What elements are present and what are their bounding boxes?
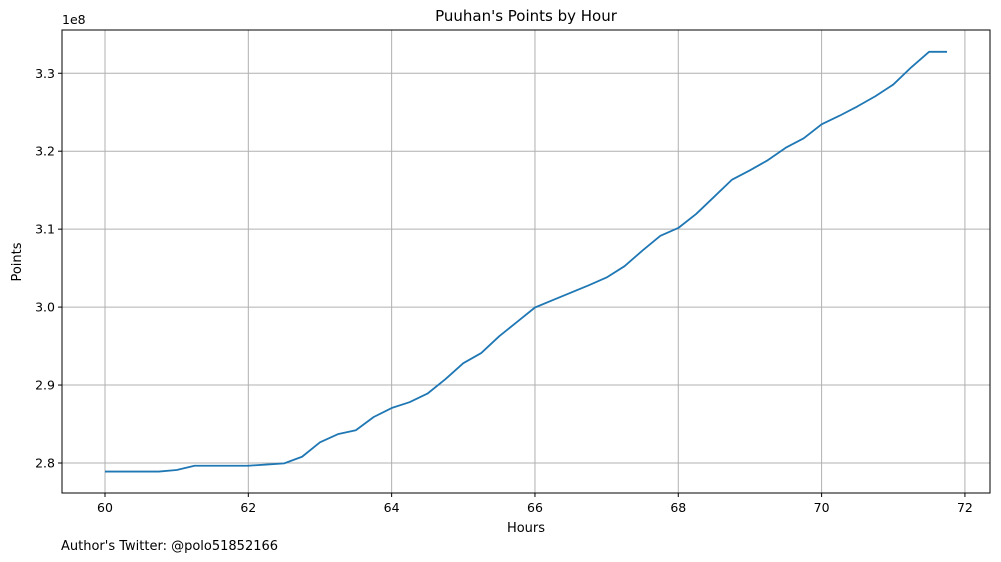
y-tick-label: 3.1 (35, 222, 55, 237)
x-tick-label: 60 (97, 500, 113, 515)
series-layer (105, 50, 947, 473)
grid-lines (62, 30, 990, 493)
x-tick-label: 70 (814, 500, 830, 515)
y-tick-label: 2.9 (35, 378, 55, 393)
author-credit: Author's Twitter: @polo51852166 (61, 539, 278, 554)
chart-title: Puuhan's Points by Hour (435, 7, 618, 25)
y-axis-label: Points (10, 242, 25, 281)
x-axis-label: Hours (507, 521, 545, 536)
x-tick-label: 68 (670, 500, 686, 515)
y-tick-label: 3.2 (35, 144, 55, 159)
x-tick-label: 62 (240, 500, 256, 515)
x-tick-label: 66 (527, 500, 543, 515)
y-tick-label: 3.3 (35, 66, 55, 81)
x-tick-label: 64 (384, 500, 400, 515)
axis-ticks: 60 62 64 66 68 70 72 2.8 2.9 3.0 3.1 3.2 3.3 (35, 66, 973, 515)
y-tick-label: 2.8 (35, 455, 55, 470)
y-offset-label: 1e8 (62, 12, 86, 27)
y-tick-label: 3.0 (35, 300, 55, 315)
plot-frame (61, 29, 991, 494)
x-tick-label: 72 (957, 500, 973, 515)
points-series-line (105, 50, 947, 473)
